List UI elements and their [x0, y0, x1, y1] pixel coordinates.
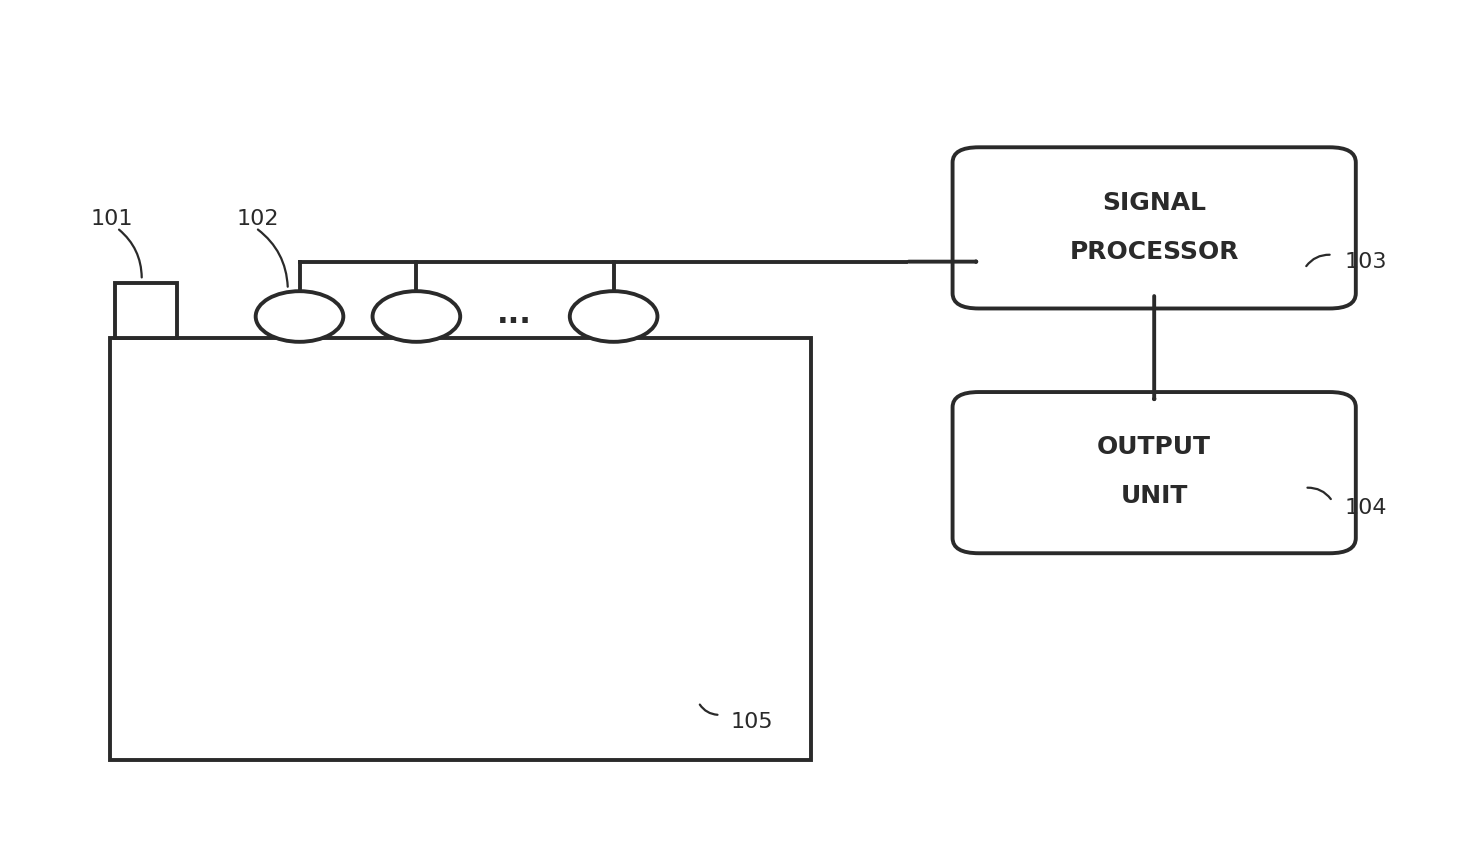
Text: 103: 103 [1344, 252, 1386, 272]
Text: PROCESSOR: PROCESSOR [1069, 240, 1239, 263]
Text: 102: 102 [237, 209, 279, 230]
Text: 101: 101 [91, 209, 133, 230]
Text: 105: 105 [730, 711, 773, 732]
FancyBboxPatch shape [953, 392, 1356, 554]
Text: OUTPUT: OUTPUT [1097, 436, 1211, 459]
FancyBboxPatch shape [953, 148, 1356, 309]
Circle shape [256, 291, 343, 342]
Text: ...: ... [497, 300, 532, 329]
Bar [115, 283, 177, 338]
Circle shape [570, 291, 657, 342]
Circle shape [373, 291, 460, 342]
Text: UNIT: UNIT [1121, 484, 1188, 508]
Text: 104: 104 [1344, 498, 1386, 518]
Text: SIGNAL: SIGNAL [1102, 191, 1207, 214]
Bar [110, 338, 811, 760]
